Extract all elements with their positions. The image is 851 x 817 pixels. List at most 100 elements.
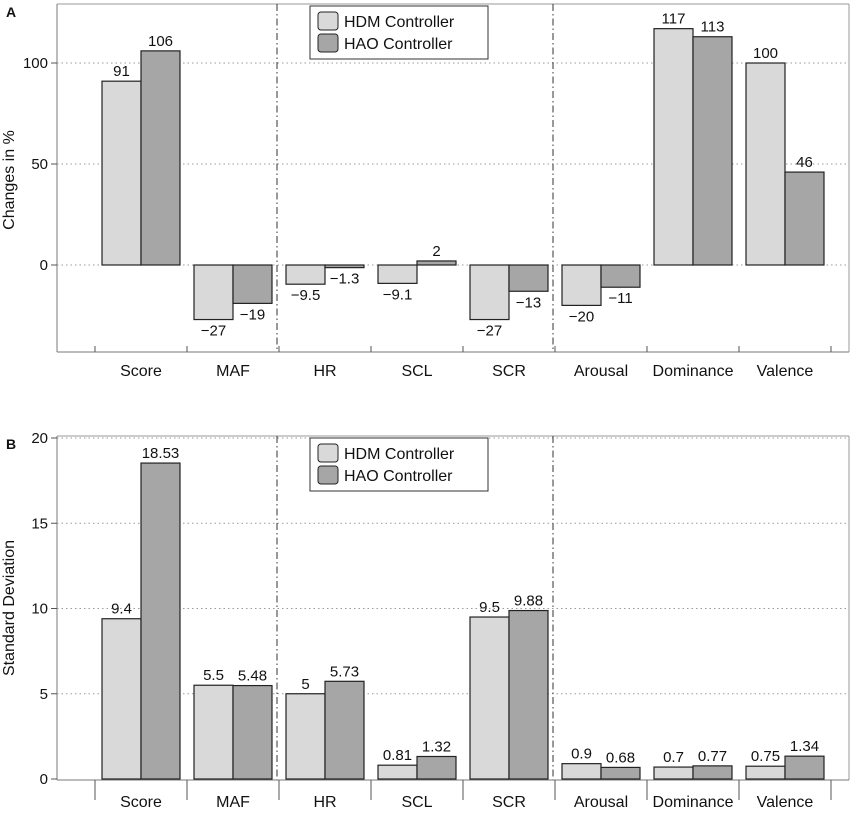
bar-hao bbox=[140, 50, 181, 266]
y-axis-title: Changes in % bbox=[1, 130, 18, 230]
value-label: −13 bbox=[516, 294, 541, 311]
value-label: 9.5 bbox=[479, 599, 500, 616]
bar-hdm bbox=[653, 766, 694, 780]
bar-hdm bbox=[377, 764, 418, 780]
y-axis-title: Standard Deviation bbox=[1, 540, 18, 676]
bar-hdm bbox=[745, 765, 786, 780]
value-label: 5.73 bbox=[330, 663, 359, 680]
y-tick-label: 15 bbox=[31, 515, 48, 532]
legend-label: HDM Controller bbox=[344, 446, 455, 463]
value-label: −19 bbox=[240, 306, 265, 323]
legend-swatch-hdm bbox=[317, 11, 339, 31]
y-tick-label: 10 bbox=[31, 601, 48, 618]
legend-label: HAO Controller bbox=[344, 468, 453, 485]
category-label: SCR bbox=[492, 363, 526, 380]
bar-hao bbox=[232, 264, 273, 304]
category-label: Arousal bbox=[574, 363, 628, 380]
legend-swatch-hao bbox=[317, 465, 339, 485]
y-tick-label: 100 bbox=[23, 55, 48, 72]
bar-hao bbox=[416, 755, 457, 780]
value-label: 1.32 bbox=[422, 738, 451, 755]
bar-hdm bbox=[285, 264, 326, 285]
bar-hao bbox=[600, 264, 641, 288]
category-label: Arousal bbox=[574, 794, 628, 811]
value-label: 0.81 bbox=[383, 747, 412, 764]
category-label: SCL bbox=[401, 363, 432, 380]
y-tick-label: 5 bbox=[40, 686, 48, 703]
category-label: MAF bbox=[216, 363, 250, 380]
value-label: 9.4 bbox=[111, 601, 132, 618]
bar-hdm bbox=[101, 618, 142, 780]
panel-letter: B bbox=[6, 436, 16, 452]
legend-label: HDM Controller bbox=[344, 14, 455, 31]
value-label: −11 bbox=[608, 290, 632, 307]
bar-hao bbox=[784, 755, 825, 780]
value-label: 0.68 bbox=[606, 749, 635, 766]
bar-hdm bbox=[561, 264, 602, 307]
value-label: 18.53 bbox=[142, 445, 180, 462]
legend-swatch-hao bbox=[317, 33, 339, 53]
bar-hdm bbox=[469, 616, 510, 780]
value-label: 113 bbox=[701, 19, 725, 36]
value-label: 0.9 bbox=[571, 746, 592, 763]
bar-hdm bbox=[745, 62, 786, 266]
category-label: HR bbox=[313, 363, 336, 380]
bar-hao bbox=[324, 264, 365, 269]
value-label: −20 bbox=[569, 308, 594, 325]
category-label: Dominance bbox=[653, 363, 734, 380]
value-label: 91 bbox=[113, 63, 130, 80]
value-label: 0.75 bbox=[751, 748, 780, 765]
value-label: −27 bbox=[477, 323, 502, 340]
panel-letter: A bbox=[6, 4, 16, 20]
value-label: 106 bbox=[148, 33, 173, 50]
bar-hdm bbox=[285, 693, 326, 780]
value-label: 5.48 bbox=[238, 668, 267, 685]
value-label: 5.5 bbox=[203, 667, 224, 684]
value-label: 117 bbox=[662, 11, 686, 28]
bar-hao bbox=[508, 609, 549, 780]
value-label: 9.88 bbox=[514, 593, 543, 610]
value-label: 5 bbox=[301, 676, 309, 693]
value-label: 1.34 bbox=[790, 738, 819, 755]
value-label: −27 bbox=[201, 323, 226, 340]
category-label: Dominance bbox=[653, 794, 734, 811]
legend-box bbox=[309, 5, 489, 60]
value-label: −9.1 bbox=[383, 286, 413, 303]
bar-hdm bbox=[193, 264, 234, 321]
bar-hao bbox=[600, 766, 641, 780]
bar-hao bbox=[416, 260, 457, 266]
bar-hao bbox=[232, 684, 273, 780]
bar-hao bbox=[508, 264, 549, 292]
category-label: HR bbox=[313, 794, 336, 811]
bar-hdm bbox=[653, 28, 694, 266]
bar-hao bbox=[324, 680, 365, 780]
value-label: −1.3 bbox=[330, 271, 360, 288]
category-label: Valence bbox=[757, 794, 814, 811]
y-tick-label: 50 bbox=[31, 156, 48, 173]
legend-label: HAO Controller bbox=[344, 36, 453, 53]
bar-hao bbox=[692, 765, 733, 780]
bar-hao bbox=[140, 462, 181, 780]
bar-hdm bbox=[377, 264, 418, 284]
value-label: 46 bbox=[796, 154, 813, 171]
value-label: 0.7 bbox=[663, 749, 684, 766]
value-label: 100 bbox=[753, 45, 778, 62]
bar-hdm bbox=[469, 264, 510, 321]
bar-hdm bbox=[101, 80, 142, 266]
bar-hao bbox=[692, 36, 733, 266]
bar-hdm bbox=[561, 763, 602, 780]
category-label: Score bbox=[120, 794, 162, 811]
value-label: 0.77 bbox=[698, 748, 727, 765]
legend-swatch-hdm bbox=[317, 443, 339, 463]
bar-hao bbox=[784, 171, 825, 266]
value-label: 2 bbox=[432, 243, 440, 260]
category-label: Score bbox=[120, 363, 162, 380]
bar-hdm bbox=[193, 684, 234, 780]
legend-box bbox=[309, 437, 489, 492]
value-label: −9.5 bbox=[291, 287, 321, 304]
category-label: SCR bbox=[492, 794, 526, 811]
category-label: Valence bbox=[757, 363, 814, 380]
y-tick-label: 20 bbox=[31, 430, 48, 447]
